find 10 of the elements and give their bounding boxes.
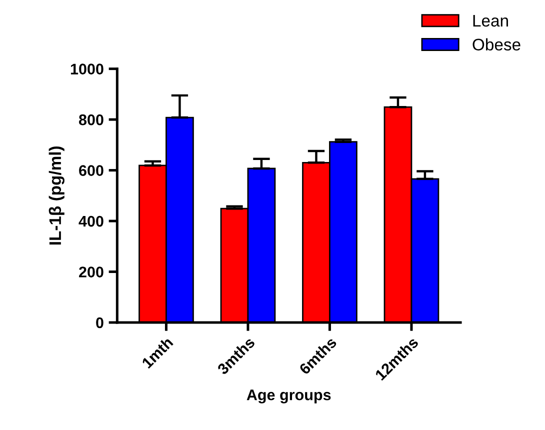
y-tick-label: 800 [78, 114, 104, 126]
y-tick-label: 400 [78, 216, 104, 227]
x-axis-title: Age groups [246, 390, 331, 404]
y-tick-label: 1000 [70, 64, 104, 74]
y-tick-label: 0 [96, 317, 104, 328]
legend-label: Obese [472, 38, 520, 51]
legend-label: Lean [473, 15, 508, 27]
y-tick-label: 600 [79, 165, 104, 176]
y-tick-label: 200 [79, 266, 104, 278]
y-axis-title: IL-1β (pg/ml) [48, 146, 64, 245]
